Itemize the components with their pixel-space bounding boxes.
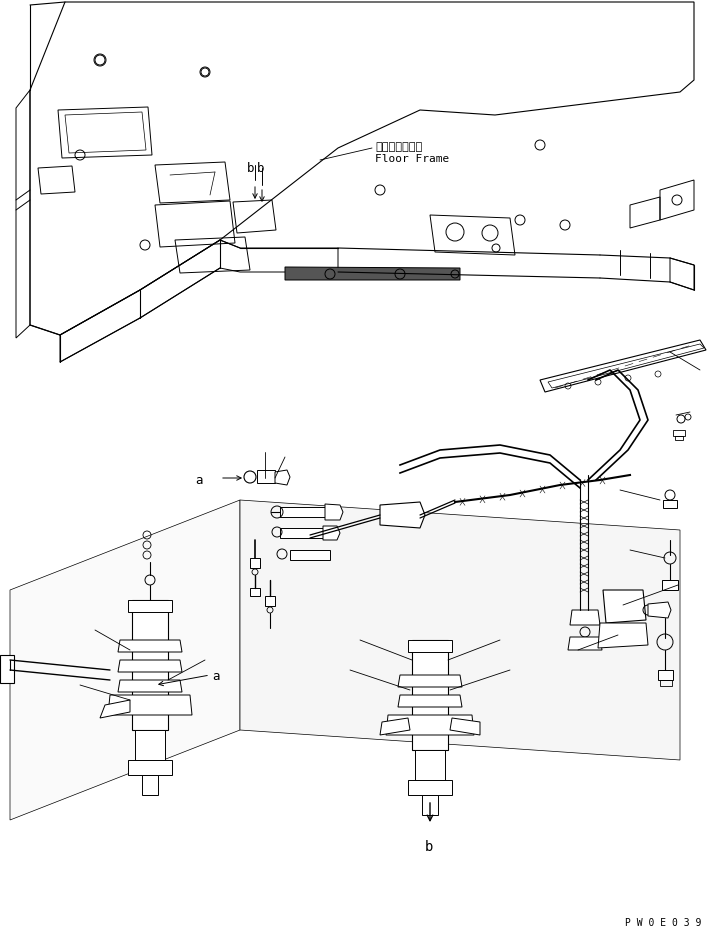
Polygon shape (240, 500, 680, 760)
Text: フロアフレーム: フロアフレーム (375, 142, 422, 152)
Text: a: a (195, 474, 203, 487)
Polygon shape (380, 718, 410, 735)
Polygon shape (568, 637, 602, 650)
Text: Floor Frame: Floor Frame (375, 154, 449, 164)
Polygon shape (603, 590, 646, 623)
Polygon shape (422, 795, 438, 815)
Polygon shape (128, 760, 172, 775)
Polygon shape (280, 507, 325, 517)
Polygon shape (415, 750, 445, 780)
Polygon shape (118, 660, 182, 672)
Polygon shape (108, 695, 192, 715)
Polygon shape (398, 675, 462, 687)
Polygon shape (135, 730, 165, 760)
Polygon shape (250, 558, 260, 568)
Text: a: a (212, 670, 219, 683)
Bar (257, 470, 275, 483)
Bar (673, 430, 685, 436)
Bar (660, 680, 672, 686)
Polygon shape (598, 623, 648, 648)
Polygon shape (325, 504, 343, 520)
Polygon shape (275, 470, 290, 485)
Polygon shape (285, 267, 460, 280)
Bar (663, 500, 677, 508)
Polygon shape (265, 596, 275, 606)
Polygon shape (450, 718, 480, 735)
Text: b: b (247, 162, 254, 175)
Polygon shape (280, 528, 323, 538)
Polygon shape (10, 500, 240, 820)
Polygon shape (118, 680, 182, 692)
Polygon shape (380, 502, 425, 528)
Polygon shape (570, 610, 600, 625)
Polygon shape (408, 640, 452, 652)
Text: P W 0 E 0 3 9: P W 0 E 0 3 9 (625, 918, 701, 928)
Polygon shape (118, 640, 182, 652)
Polygon shape (386, 715, 474, 735)
Polygon shape (648, 602, 671, 618)
Polygon shape (128, 600, 172, 612)
Text: b: b (257, 162, 264, 175)
Bar (0, 655, 14, 683)
Text: b: b (425, 840, 433, 854)
Polygon shape (250, 588, 260, 596)
Polygon shape (132, 600, 168, 730)
Polygon shape (408, 780, 452, 795)
Bar (658, 670, 673, 680)
Polygon shape (290, 550, 330, 560)
Polygon shape (323, 526, 340, 540)
Bar (675, 436, 683, 440)
Polygon shape (412, 640, 448, 750)
Polygon shape (142, 775, 158, 795)
Polygon shape (100, 700, 130, 718)
Polygon shape (398, 695, 462, 707)
Bar (662, 580, 678, 590)
